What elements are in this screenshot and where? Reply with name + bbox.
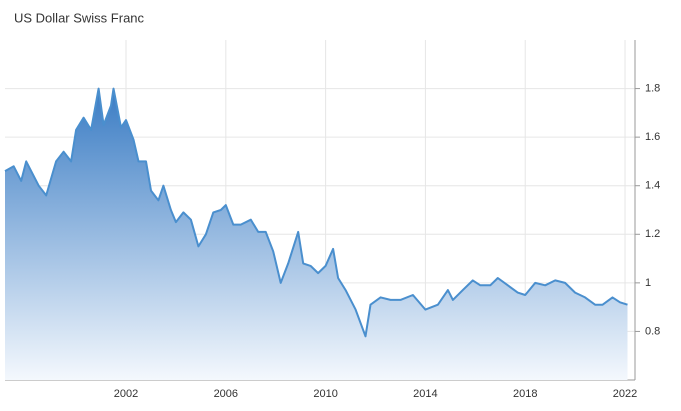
area-fill — [5, 88, 628, 380]
x-tick-label: 2014 — [413, 388, 437, 400]
y-tick-label: 0.8 — [645, 325, 660, 337]
y-tick-label: 1.2 — [645, 228, 660, 240]
y-tick-label: 1 — [645, 277, 651, 289]
x-tick-label: 2010 — [313, 388, 337, 400]
y-tick-label: 1.6 — [645, 131, 660, 143]
series-line — [4, 87, 628, 338]
x-tick-label: 2006 — [214, 388, 238, 400]
y-tick-label: 1.4 — [645, 180, 660, 192]
x-tick-label: 2018 — [513, 388, 537, 400]
chart-title: US Dollar Swiss Franc — [14, 10, 145, 25]
y-tick-label: 1.8 — [645, 82, 660, 94]
x-tick-label: 2022 — [613, 388, 637, 400]
x-tick-label: 2002 — [114, 388, 138, 400]
